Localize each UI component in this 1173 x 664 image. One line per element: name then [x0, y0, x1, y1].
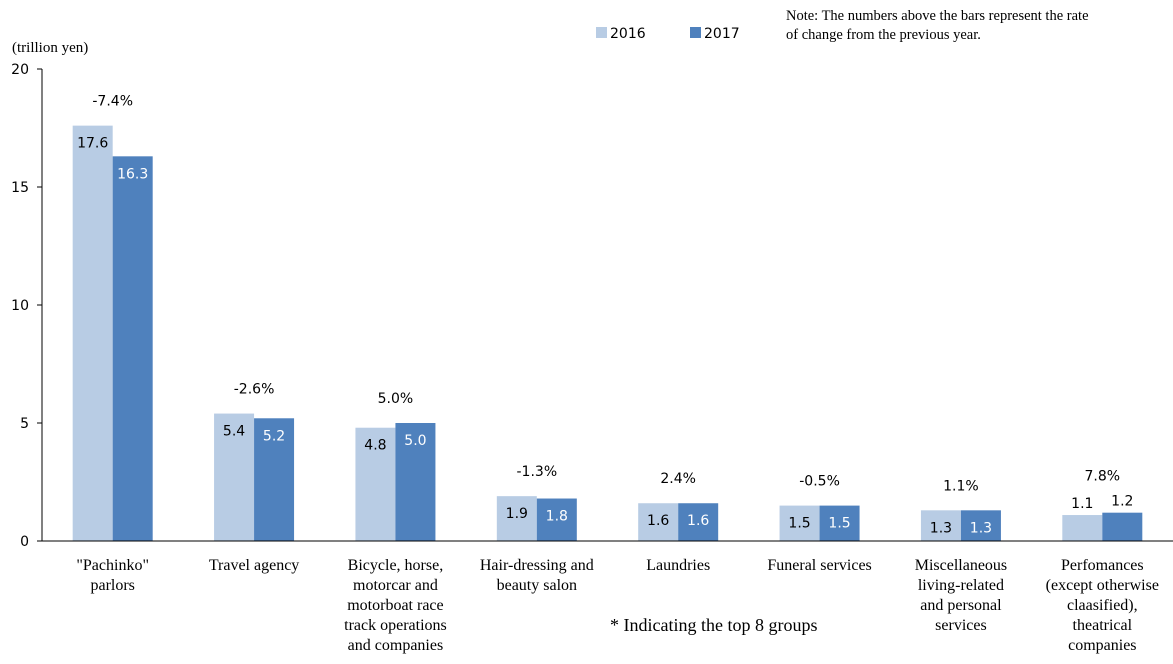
rate-of-change-label: 1.1%: [943, 478, 979, 494]
y-tick-label: 0: [20, 534, 29, 550]
bar-value-label-2017: 16.3: [117, 166, 148, 182]
x-axis: "Pachinko" parlors Travel agency Bicycle, h…: [42, 540, 1173, 654]
bar-value-label-2017: 5.0: [404, 433, 426, 449]
x-category-label-line: Laundries: [646, 557, 710, 574]
bar-value-label-2017: 1.5: [828, 516, 850, 532]
rate-of-change-label: 2.4%: [660, 471, 696, 487]
x-category-label: Miscellaneous living-related and personal s…: [915, 557, 1007, 634]
bar-2017: [536, 498, 577, 541]
chart-note: Note: The numbers above the bars represe…: [786, 8, 1092, 43]
rate-of-change-label: -0.5%: [799, 474, 840, 490]
x-category-label-line: and companies: [348, 637, 444, 654]
x-category-label: Perfomances (except otherwise claasified),…: [1046, 557, 1159, 654]
footnote: * Indicating the top 8 groups: [610, 615, 817, 635]
x-category-label-line: living-related: [918, 577, 1004, 594]
x-category-label-line: theatrical: [1073, 617, 1133, 634]
bar-2016: [214, 413, 255, 541]
bar-value-label-2017: 1.8: [546, 509, 568, 525]
x-category-label-line: "Pachinko": [76, 557, 149, 574]
rate-of-change-label: 7.8%: [1085, 469, 1121, 485]
x-category-label-line: beauty salon: [497, 577, 577, 594]
y-axis: 0 5 10 15 20: [11, 62, 43, 550]
bar-value-label-2016: 1.9: [506, 506, 528, 522]
x-category-label-line: motorcar and: [353, 577, 438, 594]
x-category-label: Travel agency: [209, 557, 300, 574]
x-category-label-line: Bicycle, horse,: [348, 557, 444, 574]
legend-label-2016: 2016: [610, 26, 646, 42]
bar-2016: [1062, 515, 1103, 541]
bar-2016: [72, 125, 113, 541]
y-tick-label: 5: [20, 416, 29, 432]
rate-of-change-label: 5.0%: [378, 391, 414, 407]
bar-value-label-2016: 1.3: [930, 520, 952, 536]
x-category-label-line: Perfomances: [1061, 557, 1144, 574]
chart-note-line-1: Note: The numbers above the bars represe…: [786, 8, 1089, 24]
x-category-label: Hair-dressing and beauty salon: [480, 557, 594, 594]
chart-legend: 2016 2017: [596, 26, 740, 42]
x-category-label-line: (except otherwise: [1046, 577, 1159, 594]
bar-value-label-2017: 1.6: [687, 513, 709, 529]
x-category-label-line: Miscellaneous: [915, 557, 1007, 574]
bar-value-label-2016: 5.4: [223, 424, 245, 440]
x-category-label: "Pachinko" parlors: [76, 557, 149, 594]
x-category-label-line: Hair-dressing and: [480, 557, 594, 574]
legend-swatch-2017: [690, 27, 701, 38]
bar-2017: [678, 503, 719, 541]
legend-label-2017: 2017: [704, 26, 740, 42]
y-tick-label: 10: [11, 298, 29, 314]
x-category-label-line: parlors: [90, 577, 134, 594]
x-category-label: Laundries: [646, 557, 710, 574]
chart-note-line-2: of change from the previous year.: [786, 27, 981, 43]
y-axis-unit-label: (trillion yen): [12, 40, 88, 56]
x-category-label-line: and personal: [920, 597, 1002, 614]
bars: 17.6 16.3 -7.4% 5.4 5.2 -2.6% 4.8 5.0 5.0% 1.9 1.8…: [72, 94, 1143, 541]
x-category-label-line: claasified),: [1067, 597, 1138, 614]
x-category-label-line: Funeral services: [767, 557, 871, 574]
x-category-label: Bicycle, horse, motorcar and motorboat rac…: [344, 557, 447, 654]
bar-value-label-2017: 5.2: [263, 428, 285, 444]
bar-2017: [254, 418, 295, 541]
x-category-label-line: motorboat race: [347, 597, 443, 614]
bar-value-label-2016: 1.6: [647, 513, 669, 529]
rate-of-change-label: -2.6%: [234, 382, 275, 398]
legend-swatch-2016: [596, 27, 607, 38]
bar-value-label-2016: 1.1: [1071, 496, 1093, 512]
bar-2017: [1102, 512, 1143, 541]
bar-2016: [638, 503, 679, 541]
x-category-label-line: companies: [1068, 637, 1136, 654]
bar-value-label-2016: 4.8: [364, 438, 386, 454]
bar-value-label-2016: 1.5: [788, 516, 810, 532]
bar-2016: [496, 496, 537, 541]
bar-value-label-2016: 17.6: [77, 136, 108, 152]
x-category-label-line: track operations: [344, 617, 447, 634]
x-category-label-line: services: [935, 617, 987, 634]
bar-2017: [960, 510, 1001, 541]
bar-2016: [355, 427, 396, 541]
y-tick-label: 15: [11, 180, 29, 196]
rate-of-change-label: -1.3%: [517, 464, 558, 480]
bar-value-label-2017: 1.2: [1111, 494, 1133, 510]
x-category-label-line: Travel agency: [209, 557, 300, 574]
bar-value-label-2017: 1.3: [970, 520, 992, 536]
rate-of-change-label: -7.4%: [92, 94, 133, 110]
y-tick-label: 20: [11, 62, 29, 78]
x-category-label: Funeral services: [767, 557, 871, 574]
bar-2016: [920, 510, 961, 541]
bar-2017: [395, 423, 436, 541]
bar-2017: [819, 505, 860, 541]
bar-2017: [112, 156, 153, 541]
bar-2016: [779, 505, 820, 541]
